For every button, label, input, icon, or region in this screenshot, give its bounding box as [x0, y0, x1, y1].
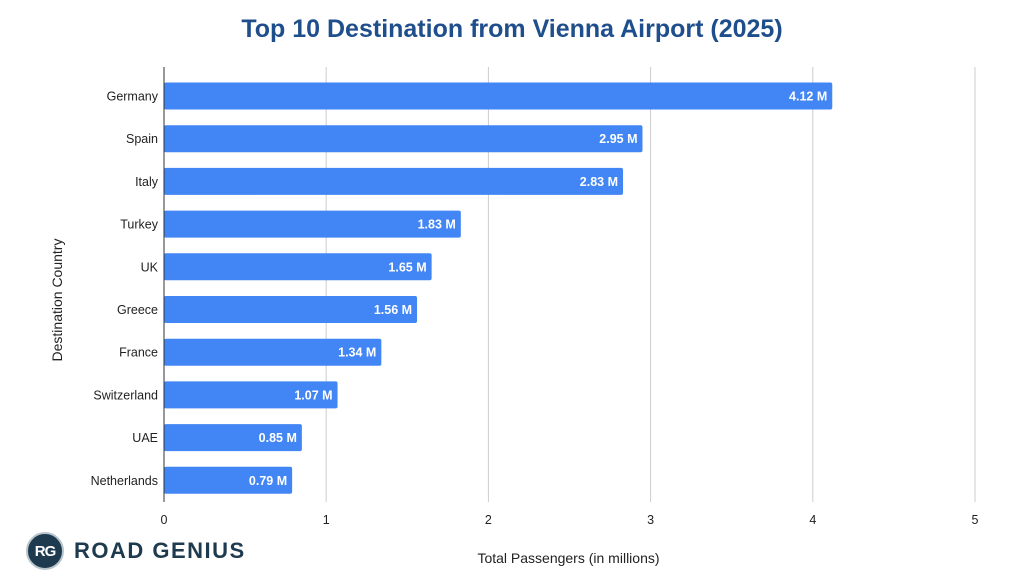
road-genius-logo: RG ROAD GENIUS — [26, 531, 246, 571]
category-label: UAE — [132, 431, 158, 445]
category-label: France — [119, 346, 158, 360]
category-label: Germany — [107, 90, 159, 104]
bar-uk — [164, 253, 432, 281]
bar-italy — [164, 167, 624, 195]
category-label: Switzerland — [93, 388, 158, 402]
chart-title: Top 10 Destination from Vienna Airport (… — [241, 15, 783, 43]
data-label: 1.83 M — [418, 218, 456, 232]
x-tick-label: 1 — [323, 513, 330, 527]
x-tick-label: 2 — [485, 513, 492, 527]
data-label: 2.95 M — [599, 132, 637, 146]
bar-spain — [164, 125, 643, 153]
data-label: 4.12 M — [789, 90, 827, 104]
data-label: 2.83 M — [580, 175, 618, 189]
category-label: Greece — [117, 303, 158, 317]
category-label: Italy — [135, 175, 159, 189]
data-label: 1.34 M — [338, 346, 376, 360]
data-label: 0.79 M — [249, 474, 287, 488]
data-label: 0.85 M — [259, 431, 297, 445]
bar-netherlands — [164, 466, 293, 494]
bar-switzerland — [164, 381, 338, 409]
bar-turkey — [164, 210, 461, 238]
category-label: Spain — [126, 132, 158, 146]
bar-france — [164, 338, 382, 366]
logo-badge: RG — [26, 532, 64, 570]
category-label: UK — [141, 260, 159, 274]
x-tick-label: 3 — [647, 513, 654, 527]
data-label: 1.07 M — [294, 388, 332, 402]
data-label: 1.65 M — [388, 260, 426, 274]
bars — [164, 82, 833, 494]
category-label: Turkey — [120, 218, 158, 232]
category-label: Netherlands — [91, 474, 158, 488]
logo-wordmark: ROAD GENIUS — [74, 538, 246, 563]
bar-greece — [164, 296, 418, 323]
x-tick-label: 0 — [161, 513, 168, 527]
y-axis-title: Destination Country — [49, 239, 65, 362]
bar-uae — [164, 424, 302, 452]
bar-germany — [164, 82, 833, 110]
x-tick-label: 5 — [972, 513, 979, 527]
x-tick-label: 4 — [809, 513, 816, 527]
labels: 0 1 2 3 4 5 Germany 4.12 M Spain 2.95 M Italy 2.83 … — [91, 90, 979, 528]
x-axis-title: Total Passengers (in millions) — [477, 550, 659, 566]
data-label: 1.56 M — [374, 303, 412, 317]
